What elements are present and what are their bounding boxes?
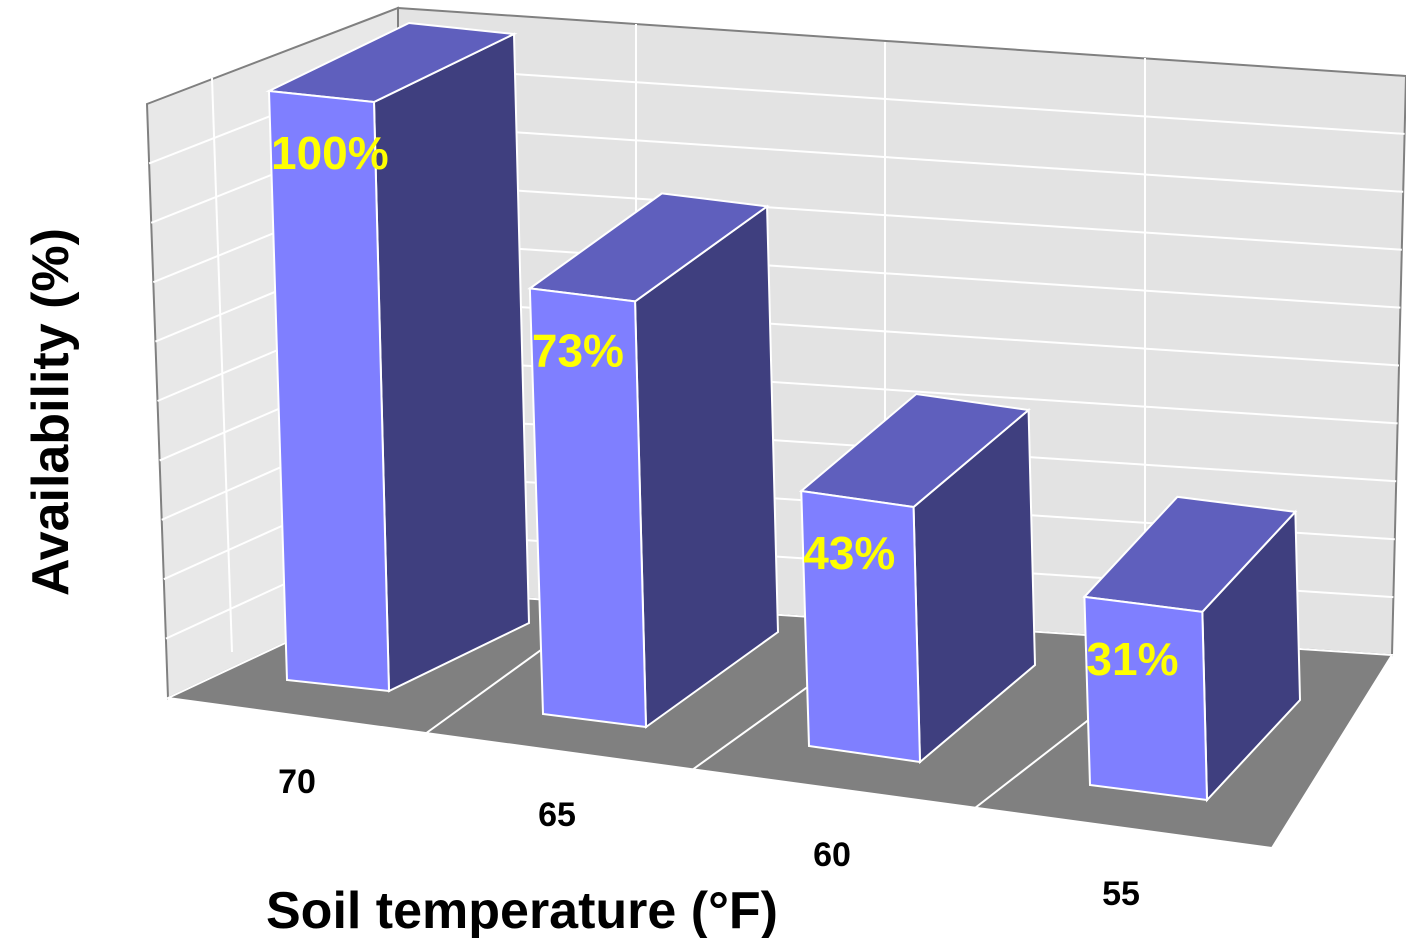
bar-side (372, 32, 531, 693)
x-axis-label: Soil temperature (°F) (266, 882, 778, 938)
x-tick-label: 70 (278, 763, 316, 801)
x-tick-label: 55 (1102, 875, 1140, 913)
bar-front (800, 489, 922, 764)
bar-55: 31% (1082, 495, 1302, 803)
bar-front (528, 287, 648, 729)
bar-front (1083, 595, 1209, 802)
x-tick-labels: 70 65 60 55 (278, 763, 1140, 913)
data-label: 100% (271, 127, 389, 179)
bars: 100% 73% 43% 31% (265, 21, 1302, 803)
bar-front (267, 89, 391, 693)
data-label: 31% (1086, 633, 1178, 685)
bar-70: 100% (265, 21, 531, 693)
bar-60: 43% (798, 392, 1037, 765)
y-axis-label: Availability (%) (22, 228, 80, 596)
bar-65: 73% (527, 192, 780, 729)
data-label: 43% (803, 527, 895, 579)
x-tick-label: 60 (813, 836, 851, 874)
gridline-v (211, 77, 233, 653)
data-label: 73% (532, 324, 624, 376)
x-tick-label: 65 (538, 796, 576, 834)
